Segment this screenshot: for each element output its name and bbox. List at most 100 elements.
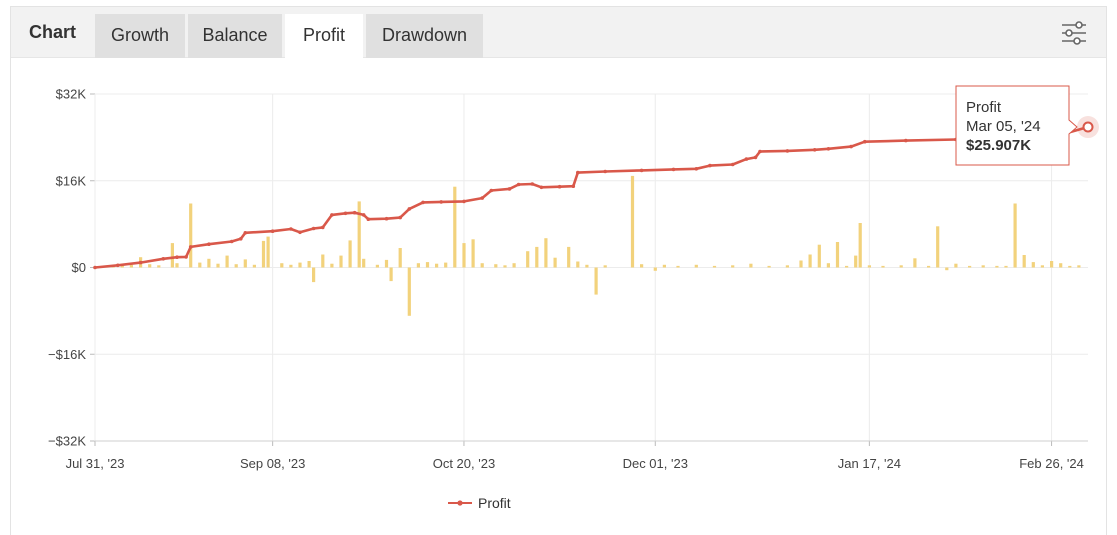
profit-point [539, 185, 544, 190]
x-tick-label: Feb 26, '24 [1019, 456, 1084, 471]
tab-growth[interactable]: Growth [95, 14, 185, 58]
profit-point [298, 230, 302, 235]
legend-marker [457, 500, 463, 506]
chart-title: Chart [29, 22, 77, 42]
profit-bar [480, 263, 484, 268]
profit-bar [576, 261, 580, 268]
profit-bar [189, 203, 193, 268]
profit-bar [731, 265, 735, 268]
profit-bar [120, 265, 124, 268]
profit-bar [389, 267, 393, 282]
profit-line [93, 125, 1090, 270]
profit-bar [384, 259, 389, 268]
profit-bar [785, 265, 789, 268]
profit-bar [1040, 265, 1044, 268]
profit-bar [694, 264, 698, 268]
profit-bar [817, 244, 821, 268]
profit-bar [1004, 265, 1008, 268]
profit-point [530, 182, 535, 186]
profit-bar [307, 261, 311, 268]
profit-point [462, 199, 466, 204]
profit-bar [175, 263, 179, 268]
profit-point [489, 188, 494, 193]
profit-bar [881, 265, 885, 268]
profit-bar [767, 265, 771, 268]
profit-point [343, 211, 348, 216]
profit-bar [835, 242, 840, 268]
tooltip: Profit Mar 05, '24 $25.907K [955, 85, 1099, 166]
profit-point [744, 157, 749, 161]
profit-bar [280, 263, 284, 268]
profit-bar [676, 265, 680, 268]
x-tick-label: Oct 20, '23 [433, 456, 495, 471]
profit-bar [170, 243, 174, 268]
profit-bar [298, 262, 302, 268]
y-tick-label: −$32K [48, 434, 86, 449]
profit-point [188, 245, 193, 249]
profit-bar [407, 267, 411, 316]
profit-point [639, 168, 644, 173]
profit-point [708, 163, 712, 168]
profit-bar [494, 264, 498, 268]
profit-bar [544, 238, 548, 268]
tab-profit[interactable]: Profit [285, 14, 363, 59]
profit-bar [630, 175, 635, 268]
profit-point [826, 147, 831, 151]
profit-point [384, 216, 389, 221]
profit-bar [968, 265, 972, 268]
daily-profit-bars [102, 175, 1081, 316]
profit-point [694, 167, 699, 171]
profit-bar [662, 264, 666, 268]
y-tick-label: −$16K [48, 347, 86, 362]
tooltip-box [955, 85, 1078, 166]
profit-bar [585, 264, 589, 268]
profit-point [311, 226, 316, 231]
tooltip-date: Mar 05, '24 [966, 118, 1041, 135]
profit-bar [312, 267, 316, 283]
x-tick-label: Jul 31, '23 [66, 456, 125, 471]
profit-bar [936, 226, 940, 268]
profit-point [398, 215, 403, 220]
profit-point [753, 155, 758, 160]
profit-bar [357, 201, 361, 268]
hover-point [1082, 121, 1094, 133]
profit-bar [252, 264, 256, 268]
profit-bar [375, 264, 379, 268]
profit-bar [512, 263, 516, 268]
profit-point [330, 213, 334, 217]
profit-bar [225, 255, 229, 268]
x-tick-label: Sep 08, '23 [240, 456, 305, 471]
tooltip-value: $25.907K [966, 137, 1031, 154]
sliders-icon[interactable] [1060, 19, 1088, 47]
profit-bar [826, 263, 830, 268]
profit-bar [503, 265, 507, 268]
profit-bar [553, 257, 557, 268]
profit-bar [444, 262, 448, 268]
profit-bar [198, 262, 202, 268]
profit-bar [362, 258, 366, 268]
profit-bar [330, 263, 334, 268]
tab-drawdown[interactable]: Drawdown [366, 14, 483, 58]
profit-bar [808, 254, 812, 268]
profit-point [603, 169, 607, 174]
profit-point [116, 263, 120, 268]
profit-point [289, 227, 293, 231]
y-axis-labels: $32K $16K $0 −$16K −$32K [48, 87, 86, 449]
profit-bar [995, 265, 999, 268]
profit-bar [266, 236, 270, 268]
profit-point [207, 242, 211, 246]
profit-bar [425, 262, 430, 268]
profit-bar [640, 264, 644, 268]
tab-balance[interactable]: Balance [188, 14, 282, 58]
profit-bar [1077, 265, 1081, 268]
profit-bar [927, 265, 931, 268]
profit-point [507, 187, 512, 191]
profit-bar [398, 248, 402, 268]
profit-bar [712, 265, 717, 268]
profit-point [421, 200, 425, 205]
profit-bar [216, 263, 220, 268]
y-tick-label: $16K [56, 173, 87, 188]
profit-point [439, 200, 444, 204]
profit-bar [243, 259, 247, 268]
profit-bar [854, 255, 858, 268]
